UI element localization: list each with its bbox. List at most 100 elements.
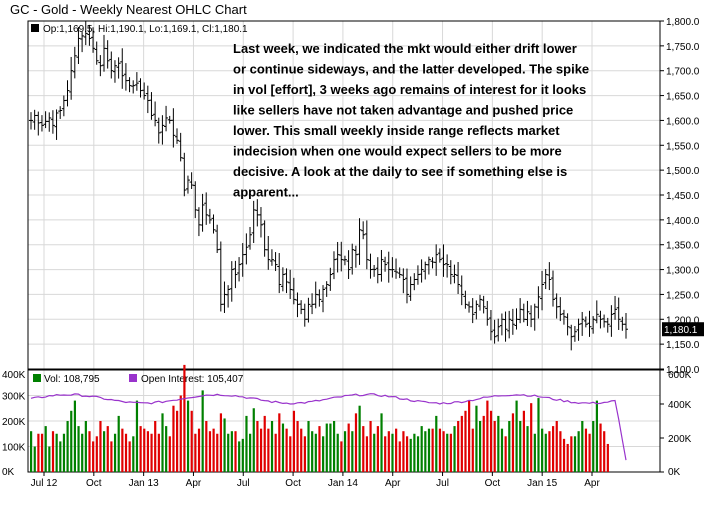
ohlc-bar <box>91 27 96 53</box>
ohlc-bar <box>266 236 271 270</box>
ohlc-bar <box>185 175 190 194</box>
volume-bar <box>289 436 292 472</box>
ohlc-bar <box>39 115 44 132</box>
ohlc-bar <box>419 259 424 283</box>
x-tick-label: Oct <box>485 478 501 489</box>
volume-bar <box>380 413 383 472</box>
open-interest-swatch <box>129 374 137 382</box>
volume-bar <box>150 433 153 472</box>
volume-bar <box>588 433 591 472</box>
volume-bar <box>431 428 434 472</box>
ohlc-bar <box>112 60 117 83</box>
volume-bar <box>606 443 609 472</box>
last-price-badge <box>662 322 704 337</box>
ohlc-bar <box>379 249 384 282</box>
volume-bar <box>208 431 212 472</box>
volume-bar <box>227 433 230 472</box>
volume-bar <box>252 408 255 472</box>
volume-bar <box>300 428 303 472</box>
ohlc-bar <box>452 264 457 284</box>
ohlc-bar <box>565 313 570 336</box>
volume-bar <box>482 415 485 472</box>
price-tick-label: 1,550.0 <box>666 141 700 152</box>
volume-bar <box>103 431 106 472</box>
ohlc-bar <box>540 270 545 311</box>
volume-bar <box>135 400 139 472</box>
volume-bar <box>384 436 387 472</box>
volume-bar <box>340 441 343 472</box>
volume-bar <box>256 421 259 472</box>
volume-bar <box>555 421 558 472</box>
ohlc-bar <box>69 56 74 100</box>
volume-bar <box>475 405 478 472</box>
volume-bar <box>398 441 401 472</box>
volume-bar <box>449 433 452 472</box>
ohlc-bar <box>572 326 577 342</box>
volume-bar <box>581 421 584 472</box>
volume-bar <box>533 433 536 472</box>
price-bars <box>29 20 628 351</box>
ohlc-bar <box>237 257 242 282</box>
ohlc-bar <box>390 257 395 278</box>
ohlc-bar <box>233 260 238 289</box>
volume-bar <box>128 441 131 472</box>
ohlc-bar <box>131 80 136 94</box>
volume-bar <box>318 426 321 472</box>
ohlc-bar <box>463 290 468 309</box>
oi-tick-label: 0K <box>668 467 681 478</box>
ohlc-bar <box>357 218 362 265</box>
ohlc-bar <box>109 51 114 79</box>
price-tick-label: 1,800.0 <box>666 17 700 28</box>
volume-bar <box>77 426 80 472</box>
volume-bar <box>197 428 201 472</box>
volume-bar <box>168 436 171 472</box>
ohlc-bar <box>441 244 446 277</box>
ohlc-bar <box>605 317 610 333</box>
ohlc-bar <box>394 258 399 279</box>
volume-bar <box>157 433 160 472</box>
volume-bar <box>497 415 500 472</box>
ohlc-bar <box>284 268 289 294</box>
volume-bar <box>369 421 372 472</box>
volume-bar <box>325 423 328 472</box>
volume-bar <box>154 421 157 472</box>
volume-bar <box>471 428 474 472</box>
volume-label: Vol: 108,795 <box>44 374 100 385</box>
ohlc-bar <box>591 316 596 334</box>
ohlc-bar <box>207 208 212 224</box>
ohlc-bar <box>127 77 132 93</box>
volume-bar <box>493 421 496 472</box>
price-axis: 1,800.0 1,750.0 1,700.0 1,650.0 1,600.0 1,550… <box>660 17 700 376</box>
volume-bar <box>599 423 602 472</box>
volume-bar <box>249 433 252 472</box>
ohlc-bar <box>65 80 70 107</box>
volume-bar <box>110 441 113 472</box>
x-tick-label: Oct <box>285 478 301 489</box>
volume-bar <box>551 426 555 472</box>
ohlc-bar <box>503 311 508 342</box>
ohlc-bar <box>485 300 490 326</box>
ohlc-bar <box>277 253 282 294</box>
volume-bar <box>307 421 310 472</box>
ohlc-bar <box>321 285 326 313</box>
ohlc-bar <box>510 308 515 335</box>
volume-bars <box>30 364 609 472</box>
x-tick-label: Jan 13 <box>129 478 159 489</box>
open-interest-line <box>30 393 627 461</box>
volume-bar <box>457 421 460 472</box>
ohlc-bar <box>324 281 329 297</box>
ohlc-swatch <box>31 24 39 32</box>
volume-bar <box>391 433 394 472</box>
price-tick-label: 1,250.0 <box>666 290 700 301</box>
ohlc-bar <box>364 220 369 270</box>
volume-bar <box>73 400 77 472</box>
price-tick-label: 1,750.0 <box>666 42 700 53</box>
volume-bar <box>358 405 361 472</box>
ohlc-bar <box>83 20 88 46</box>
volume-bar <box>453 426 456 472</box>
ohlc-bar <box>372 264 377 277</box>
price-tick-label: 1,650.0 <box>666 92 700 103</box>
ohlc-bar <box>459 275 464 306</box>
price-tick-label: 1,400.0 <box>666 216 700 227</box>
